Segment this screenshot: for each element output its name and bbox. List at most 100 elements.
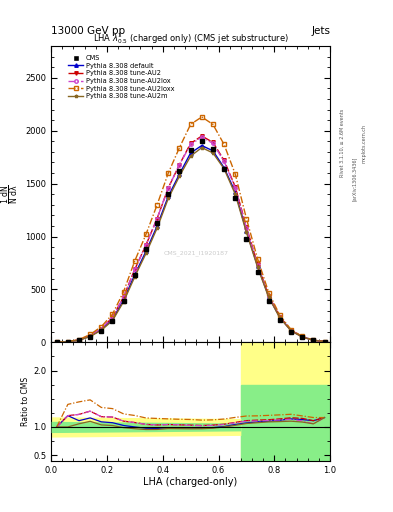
Pythia 8.308 tune-AU2 [277,314,282,320]
Pythia 8.308 tune-AU2loxx [266,289,271,295]
Pythia 8.308 tune-AU2loxx [77,336,81,343]
Text: Rivet 3.1.10, ≥ 2.6M events: Rivet 3.1.10, ≥ 2.6M events [340,109,345,178]
Pythia 8.308 default [233,189,238,195]
Pythia 8.308 tune-AU2 [54,339,59,345]
Pythia 8.308 default [255,263,260,269]
Pythia 8.308 tune-AU2loxx [121,288,126,294]
Pythia 8.308 tune-AU2loxx [233,171,238,177]
Pythia 8.308 tune-AU2loxx [211,121,215,127]
Pythia 8.308 tune-AU2lox [289,328,294,334]
CMS [77,337,81,344]
Line: Pythia 8.308 tune-AU2m: Pythia 8.308 tune-AU2m [55,146,326,344]
Pythia 8.308 tune-AU2lox [277,314,282,321]
Text: Jets: Jets [311,26,330,36]
Pythia 8.308 default [132,271,137,278]
Pythia 8.308 tune-AU2lox [211,140,215,146]
CMS [277,317,282,323]
Pythia 8.308 tune-AU2lox [300,334,305,340]
Pythia 8.308 tune-AU2loxx [54,339,59,345]
Pythia 8.308 tune-AU2m [121,298,126,305]
Pythia 8.308 tune-AU2lox [255,262,260,268]
Pythia 8.308 tune-AU2loxx [110,311,115,317]
Pythia 8.308 tune-AU2 [66,338,70,345]
Pythia 8.308 tune-AU2lox [199,134,204,140]
Pythia 8.308 default [110,316,115,323]
Y-axis label: Ratio to CMS: Ratio to CMS [21,377,30,426]
Pythia 8.308 tune-AU2m [255,264,260,270]
Pythia 8.308 tune-AU2m [277,315,282,321]
Pythia 8.308 tune-AU2m [143,250,148,257]
Pythia 8.308 tune-AU2loxx [322,338,327,345]
Pythia 8.308 default [121,297,126,303]
Pythia 8.308 tune-AU2 [300,334,305,340]
Pythia 8.308 tune-AU2m [88,333,92,339]
Pythia 8.308 tune-AU2lox [266,293,271,300]
Pythia 8.308 default [155,223,160,229]
Pythia 8.308 default [300,334,305,340]
CMS [177,168,182,174]
CMS [311,337,316,344]
CMS [88,334,92,340]
CMS [233,196,238,202]
Y-axis label: $\frac{1}{\rm N}\frac{d\rm N}{d\lambda}$: $\frac{1}{\rm N}\frac{d\rm N}{d\lambda}$ [0,184,21,204]
Text: 13000 GeV pp: 13000 GeV pp [51,26,125,36]
Pythia 8.308 tune-AU2loxx [132,258,137,264]
Pythia 8.308 tune-AU2m [132,273,137,280]
Pythia 8.308 default [66,338,70,345]
Pythia 8.308 tune-AU2lox [121,294,126,300]
Pythia 8.308 tune-AU2 [121,294,126,300]
Pythia 8.308 tune-AU2 [222,157,226,163]
Pythia 8.308 tune-AU2m [155,225,160,231]
Pythia 8.308 tune-AU2m [188,153,193,159]
Pythia 8.308 tune-AU2lox [188,141,193,147]
Pythia 8.308 tune-AU2lox [222,158,226,164]
Pythia 8.308 default [199,142,204,148]
Pythia 8.308 tune-AU2m [177,173,182,179]
Pythia 8.308 tune-AU2lox [88,332,92,338]
Pythia 8.308 tune-AU2loxx [244,216,249,222]
CMS [322,338,327,345]
Pythia 8.308 tune-AU2lox [322,338,327,345]
Pythia 8.308 tune-AU2m [211,150,215,156]
CMS [211,145,215,152]
Pythia 8.308 default [88,333,92,339]
Pythia 8.308 tune-AU2m [266,294,271,301]
Pythia 8.308 tune-AU2 [132,266,137,272]
Pythia 8.308 tune-AU2lox [99,326,104,332]
Line: Pythia 8.308 tune-AU2lox: Pythia 8.308 tune-AU2lox [55,135,326,344]
Pythia 8.308 tune-AU2 [199,133,204,139]
Pythia 8.308 default [277,314,282,321]
Pythia 8.308 default [211,148,215,154]
CMS [155,220,160,226]
Pythia 8.308 default [222,165,226,171]
Pythia 8.308 tune-AU2loxx [311,337,316,343]
Pythia 8.308 tune-AU2m [322,338,327,345]
Pythia 8.308 tune-AU2 [99,326,104,332]
Pythia 8.308 tune-AU2m [99,327,104,333]
CMS [121,298,126,304]
Pythia 8.308 tune-AU2loxx [143,231,148,238]
CMS [66,339,70,345]
Pythia 8.308 tune-AU2m [289,328,294,334]
Pythia 8.308 default [244,228,249,234]
Pythia 8.308 tune-AU2loxx [88,331,92,337]
CMS [244,236,249,242]
Pythia 8.308 tune-AU2lox [77,337,81,343]
Pythia 8.308 tune-AU2loxx [277,312,282,318]
Pythia 8.308 default [322,338,327,345]
CMS [199,138,204,144]
Pythia 8.308 default [166,193,171,199]
Pythia 8.308 tune-AU2lox [143,242,148,248]
X-axis label: LHA (charged-only): LHA (charged-only) [143,477,238,487]
Pythia 8.308 tune-AU2 [255,261,260,267]
Pythia 8.308 tune-AU2 [211,139,215,145]
Pythia 8.308 tune-AU2m [222,166,226,172]
Pythia 8.308 tune-AU2m [199,144,204,151]
Pythia 8.308 tune-AU2 [88,332,92,338]
Bar [241,385,330,461]
CMS [110,318,115,324]
CMS [300,334,305,340]
Pythia 8.308 tune-AU2loxx [155,202,160,208]
Pythia 8.308 tune-AU2 [188,140,193,146]
Pythia 8.308 tune-AU2loxx [300,333,305,339]
